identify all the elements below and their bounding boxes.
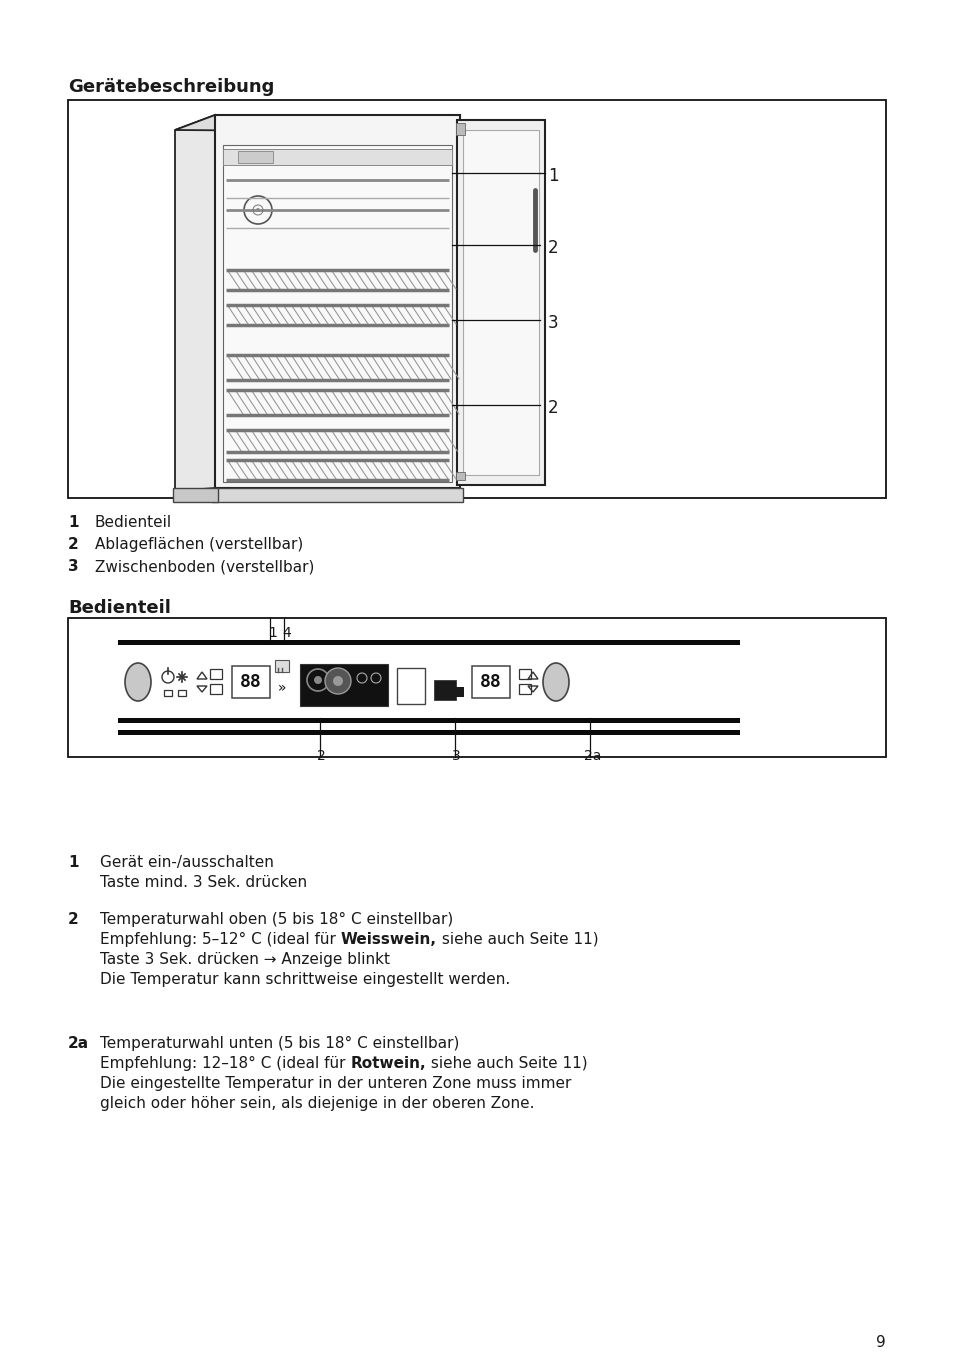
Text: 2: 2	[68, 913, 79, 927]
Text: Empfehlung: 12–18° C (ideal für: Empfehlung: 12–18° C (ideal für	[100, 1056, 350, 1071]
Text: 3: 3	[68, 559, 78, 574]
Bar	[164, 691, 172, 696]
Text: 2: 2	[547, 399, 558, 417]
Text: Gerätebeschreibung: Gerätebeschreibung	[68, 79, 274, 96]
Text: Ablageflächen (verstellbar): Ablageflächen (verstellbar)	[95, 538, 303, 552]
Text: 1: 1	[268, 626, 276, 640]
Bar	[434, 680, 456, 700]
Text: 1: 1	[68, 515, 78, 529]
Polygon shape	[174, 115, 459, 131]
Bar	[456, 121, 544, 485]
Text: Rotwein,: Rotwein,	[350, 1056, 426, 1071]
Bar	[210, 684, 222, 695]
Text: Die eingestellte Temperatur in der unteren Zone muss immer: Die eingestellte Temperatur in der unter…	[100, 1076, 571, 1091]
Bar	[456, 473, 464, 481]
Bar	[118, 640, 740, 645]
Text: 88: 88	[240, 673, 262, 691]
Polygon shape	[174, 115, 214, 492]
Bar	[456, 123, 464, 135]
Bar	[518, 684, 531, 695]
Text: 1: 1	[68, 854, 78, 871]
Text: Taste 3 Sek. drücken → Anzeige blinkt: Taste 3 Sek. drücken → Anzeige blinkt	[100, 952, 390, 967]
Text: Temperaturwahl oben (5 bis 18° C einstellbar): Temperaturwahl oben (5 bis 18° C einstel…	[100, 913, 453, 927]
Text: Zwischenboden (verstellbar): Zwischenboden (verstellbar)	[95, 559, 314, 574]
Bar	[214, 115, 459, 487]
Circle shape	[255, 209, 260, 213]
Text: Bedienteil: Bedienteil	[95, 515, 172, 529]
Bar	[462, 130, 538, 475]
Text: 3: 3	[547, 314, 558, 332]
Text: 4: 4	[282, 626, 291, 640]
Circle shape	[325, 668, 351, 695]
Circle shape	[314, 676, 322, 684]
Text: Weisswein,: Weisswein,	[340, 932, 436, 946]
Bar	[472, 666, 510, 699]
Text: 2a: 2a	[68, 1036, 89, 1051]
Text: Gerät ein-/ausschalten: Gerät ein-/ausschalten	[100, 854, 274, 871]
Text: 1: 1	[547, 167, 558, 185]
Text: 2a: 2a	[583, 749, 600, 764]
Text: Bedienteil: Bedienteil	[68, 598, 171, 617]
Bar	[518, 669, 531, 678]
Bar	[178, 691, 186, 696]
Bar	[237, 152, 273, 162]
Ellipse shape	[542, 663, 568, 701]
Bar	[172, 487, 218, 502]
Bar	[118, 718, 740, 723]
Circle shape	[333, 676, 343, 686]
Ellipse shape	[125, 663, 151, 701]
Bar	[456, 686, 463, 697]
Text: »: »	[277, 681, 286, 695]
Bar	[396, 668, 424, 704]
Bar	[232, 666, 270, 699]
Bar	[212, 487, 462, 502]
Bar	[68, 617, 885, 757]
Text: siehe auch Seite 11): siehe auch Seite 11)	[436, 932, 598, 946]
Text: Temperaturwahl unten (5 bis 18° C einstellbar): Temperaturwahl unten (5 bis 18° C einste…	[100, 1036, 459, 1051]
Text: siehe auch Seite 11): siehe auch Seite 11)	[426, 1056, 587, 1071]
Bar	[223, 145, 452, 482]
Text: 2: 2	[68, 538, 79, 552]
Text: 2: 2	[316, 749, 325, 764]
Bar	[118, 730, 740, 735]
Text: 2: 2	[547, 240, 558, 257]
Bar	[274, 659, 289, 672]
Bar	[299, 663, 388, 705]
Text: Taste mind. 3 Sek. drücken: Taste mind. 3 Sek. drücken	[100, 875, 307, 890]
Text: Die Temperatur kann schrittweise eingestellt werden.: Die Temperatur kann schrittweise eingest…	[100, 972, 510, 987]
Bar	[223, 149, 452, 165]
Bar	[210, 669, 222, 678]
Text: 3: 3	[452, 749, 460, 764]
Text: 9: 9	[876, 1335, 885, 1350]
Bar	[68, 100, 885, 498]
Text: 88: 88	[479, 673, 501, 691]
Text: Empfehlung: 5–12° C (ideal für: Empfehlung: 5–12° C (ideal für	[100, 932, 340, 946]
Text: gleich oder höher sein, als diejenige in der oberen Zone.: gleich oder höher sein, als diejenige in…	[100, 1095, 534, 1112]
